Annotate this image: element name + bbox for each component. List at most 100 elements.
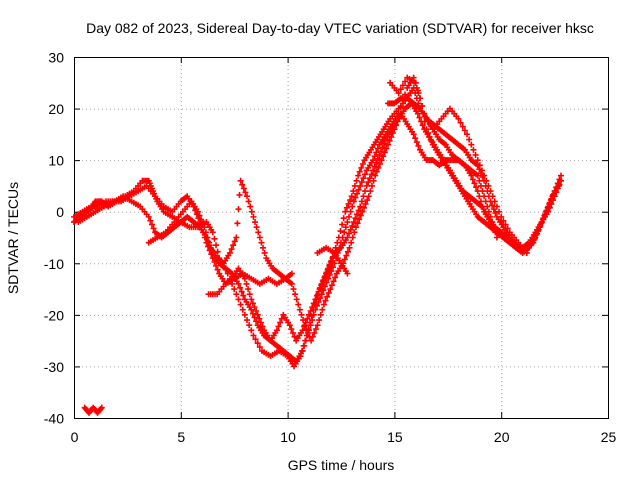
data-point: [319, 306, 326, 313]
data-point: [346, 244, 353, 251]
x-tick-label: 10: [280, 429, 296, 445]
data-point: [381, 140, 388, 147]
data-point: [318, 280, 325, 287]
data-point: [413, 139, 420, 146]
data-point: [423, 114, 430, 121]
data-point: [523, 249, 530, 256]
data-point: [235, 296, 242, 303]
x-axis-label: GPS time / hours: [288, 457, 395, 473]
data-point: [202, 229, 209, 236]
data-point: [322, 297, 329, 304]
data-point: [314, 322, 321, 329]
data-point: [349, 234, 356, 241]
data-point: [374, 155, 381, 162]
data-point: [261, 249, 268, 256]
data-point: [421, 110, 428, 117]
data-point: [317, 311, 324, 318]
data-point: [257, 319, 264, 326]
y-tick-label: -20: [44, 307, 64, 323]
data-point: [250, 332, 257, 339]
data-point: [383, 145, 390, 152]
data-point: [342, 208, 349, 215]
data-point: [299, 327, 306, 334]
data-point: [308, 337, 315, 344]
data-point: [379, 144, 386, 151]
data-point: [329, 264, 336, 271]
data-point: [228, 246, 235, 253]
data-point: [325, 275, 332, 282]
data-point: [249, 310, 256, 317]
data-point: [371, 153, 378, 160]
data-point: [286, 322, 293, 329]
data-point: [350, 198, 357, 205]
y-tick-labels: -40 -30 -20 -10 0 10 20 30: [44, 50, 64, 427]
data-point: [288, 270, 295, 277]
y-tick-label: 10: [48, 153, 64, 169]
data-point: [312, 326, 319, 333]
data-point: [291, 333, 298, 340]
data-point: [307, 307, 314, 314]
data-point: [341, 256, 348, 263]
y-axis-label: SDTVAR / TECUs: [5, 182, 21, 294]
data-point: [233, 234, 240, 241]
data-point: [293, 296, 300, 303]
data-point: [309, 333, 316, 340]
data-point: [347, 197, 354, 204]
data-point: [362, 171, 369, 178]
data-point: [345, 200, 352, 207]
data-point: [414, 87, 421, 94]
data-point: [288, 326, 295, 333]
data-point: [352, 215, 359, 222]
data-point: [376, 151, 383, 158]
data-point: [373, 149, 380, 156]
data-point: [489, 193, 496, 200]
data-point: [388, 133, 395, 140]
data-point: [320, 277, 327, 284]
data-point: [397, 86, 404, 93]
data-point: [351, 229, 358, 236]
data-point: [310, 300, 317, 307]
data-point: [348, 239, 355, 246]
data-point: [213, 262, 220, 269]
data-point: [370, 157, 377, 164]
y-tick-label: -40: [44, 411, 64, 427]
data-point: [368, 182, 375, 189]
data-point: [376, 161, 383, 168]
data-point: [541, 212, 548, 219]
data-point: [359, 208, 366, 215]
data-point: [256, 344, 263, 351]
data-point: [417, 95, 424, 102]
data-point: [249, 300, 256, 307]
data-point: [394, 118, 401, 125]
data-point: [313, 302, 320, 309]
data-point: [305, 311, 312, 318]
data-point: [355, 207, 362, 214]
data-point: [350, 219, 357, 226]
data-point: [258, 239, 265, 246]
data-point: [239, 181, 246, 188]
data-point: [356, 168, 363, 175]
data-point: [493, 203, 500, 210]
data-point: [466, 136, 473, 143]
data-point: [360, 204, 367, 211]
data-point: [367, 188, 374, 195]
data-point: [211, 258, 218, 265]
data-point: [323, 269, 330, 276]
data-point: [323, 279, 330, 286]
data-point: [326, 271, 333, 278]
data-point: [378, 157, 385, 164]
data-point: [391, 126, 398, 133]
data-point: [299, 347, 306, 354]
data-point: [365, 179, 372, 186]
data-point: [252, 336, 259, 343]
data-point: [470, 146, 477, 153]
data-point: [410, 131, 417, 138]
data-point: [255, 229, 262, 236]
data-point: [531, 235, 538, 242]
data-point: [344, 248, 351, 255]
data-point: [357, 182, 364, 189]
data-point: [362, 188, 369, 195]
data-point: [536, 224, 543, 231]
data-point: [259, 323, 266, 330]
data-point: [498, 213, 505, 220]
